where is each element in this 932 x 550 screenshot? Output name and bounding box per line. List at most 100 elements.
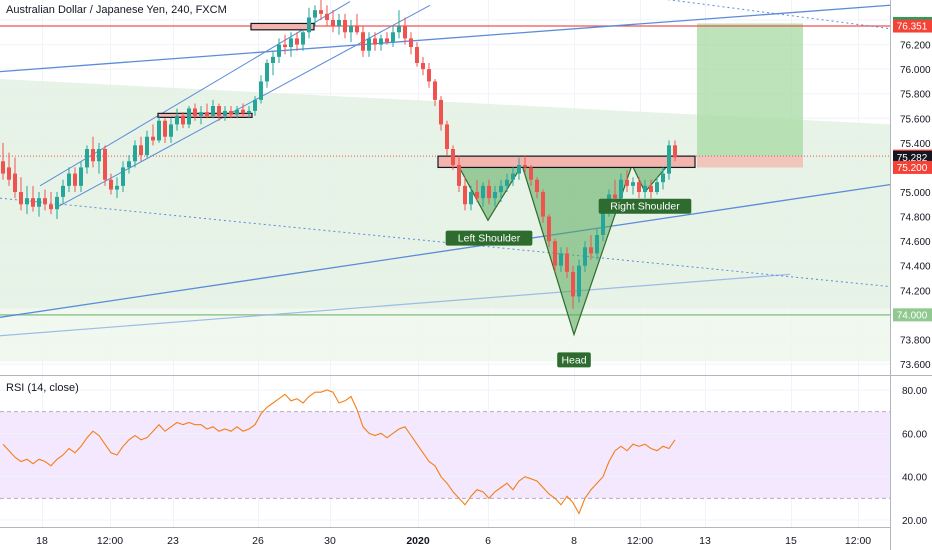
price-tick-label: 73.800 bbox=[900, 335, 931, 346]
pattern-label: Head bbox=[561, 354, 586, 366]
candle-body bbox=[25, 198, 29, 205]
candle-body bbox=[397, 26, 401, 33]
candle-body bbox=[157, 120, 161, 141]
candle-body bbox=[403, 26, 407, 39]
price-tick-label: 76.000 bbox=[900, 65, 931, 76]
candle-body bbox=[253, 99, 257, 111]
price-label: 76.351 bbox=[897, 22, 928, 33]
candle-body bbox=[289, 38, 293, 48]
candle-body bbox=[487, 185, 491, 199]
candle-body bbox=[169, 124, 173, 137]
candle-body bbox=[139, 145, 143, 156]
candle-body bbox=[631, 182, 635, 186]
rsi-tick-label: 80.00 bbox=[902, 386, 927, 397]
price-label: 74.000 bbox=[897, 310, 928, 321]
candle-body bbox=[67, 173, 71, 186]
candle-body bbox=[637, 182, 641, 192]
rsi-axis[interactable]: 20.00 40.00 60.00 80.00 bbox=[902, 386, 927, 527]
candle-body bbox=[643, 185, 647, 192]
candle-body bbox=[649, 185, 653, 192]
candle-body bbox=[613, 194, 617, 199]
candle-body bbox=[475, 192, 479, 199]
price-tick-label: 75.000 bbox=[900, 188, 931, 199]
candle-body bbox=[223, 110, 227, 116]
rsi-title: RSI (14, close) bbox=[6, 382, 79, 394]
rsi-tick-label: 20.00 bbox=[902, 516, 927, 527]
rsi-band bbox=[0, 411, 890, 499]
candle-body bbox=[505, 179, 509, 186]
target-zone bbox=[697, 23, 803, 157]
price-label-bg bbox=[893, 19, 932, 33]
candle-body bbox=[175, 115, 179, 125]
candle-body bbox=[619, 179, 623, 199]
candle-body bbox=[49, 204, 53, 210]
price-label-bg bbox=[893, 308, 932, 322]
candle-body bbox=[559, 253, 563, 266]
rsi-grid bbox=[0, 376, 890, 527]
candle-body bbox=[37, 198, 41, 207]
time-tick-label: 15 bbox=[785, 535, 797, 547]
candle-body bbox=[361, 32, 365, 51]
channel-shade-lower bbox=[0, 308, 890, 362]
candle-body bbox=[439, 99, 443, 125]
price-label: 75.282 bbox=[897, 153, 928, 164]
candle-body bbox=[43, 198, 47, 205]
candle-body bbox=[61, 185, 65, 197]
time-tick-label: 26 bbox=[252, 535, 264, 547]
candle-body bbox=[499, 185, 503, 192]
pattern-label-bg bbox=[598, 198, 692, 214]
candle-body bbox=[583, 247, 587, 266]
candle-body bbox=[85, 149, 89, 168]
candle-body bbox=[379, 38, 383, 45]
time-tick-label: 30 bbox=[324, 535, 336, 547]
candle-body bbox=[73, 173, 77, 186]
candle-body bbox=[331, 20, 335, 27]
top-box bbox=[250, 22, 315, 31]
candle-body bbox=[445, 124, 449, 149]
candle-body bbox=[79, 167, 83, 186]
candle-body bbox=[265, 63, 269, 82]
price-tick-label: 73.600 bbox=[900, 360, 931, 371]
candle-body bbox=[541, 192, 545, 217]
candle-body bbox=[205, 112, 209, 116]
candle-body bbox=[199, 112, 203, 116]
price-tick-label: 76.200 bbox=[900, 41, 931, 52]
candle-body bbox=[511, 173, 515, 180]
candle-body bbox=[19, 192, 23, 205]
candle-body bbox=[283, 44, 287, 48]
rsi-tick-label: 60.00 bbox=[902, 429, 927, 440]
stop-zone bbox=[697, 156, 803, 168]
time-axis[interactable]: 18 12:00 23 26 30 2020 6 8 12:00 13 15 12:00 bbox=[36, 535, 871, 547]
candle-body bbox=[493, 192, 497, 199]
rsi-pane[interactable]: RSI (14, close) bbox=[0, 376, 890, 527]
time-tick-label: 6 bbox=[485, 535, 491, 547]
price-tick-label: 74.400 bbox=[900, 262, 931, 273]
candle-body bbox=[7, 167, 11, 180]
time-tick-label: 18 bbox=[36, 535, 48, 547]
lower-trendline bbox=[0, 183, 891, 318]
candle-body bbox=[337, 20, 341, 27]
pattern-label: Left Shoulder bbox=[458, 233, 521, 245]
price-pane[interactable]: Left Shoulder Right Shoulder Head Australi… bbox=[0, 0, 891, 375]
time-tick-label: 23 bbox=[167, 535, 179, 547]
rsi-line bbox=[2, 389, 676, 515]
candle-body bbox=[565, 253, 569, 272]
candle-body bbox=[547, 216, 551, 242]
candle-body bbox=[229, 110, 233, 115]
time-tick-label: 12:00 bbox=[627, 535, 653, 547]
candle-body bbox=[655, 182, 659, 192]
candle-body bbox=[301, 32, 305, 45]
candle-body bbox=[193, 108, 197, 116]
candle-body bbox=[187, 108, 191, 125]
candle-body bbox=[295, 38, 299, 45]
candle-body bbox=[367, 38, 371, 51]
drawings-layer bbox=[0, 0, 891, 362]
candle-body bbox=[103, 149, 107, 180]
candle-body bbox=[601, 210, 605, 235]
price-tick-label: 75.800 bbox=[900, 90, 931, 101]
pattern-label-bg bbox=[445, 230, 533, 246]
candle-body bbox=[469, 192, 473, 205]
candles-layer bbox=[1, 0, 677, 309]
candle-body bbox=[247, 110, 251, 114]
time-tick-label: 2020 bbox=[406, 535, 430, 547]
